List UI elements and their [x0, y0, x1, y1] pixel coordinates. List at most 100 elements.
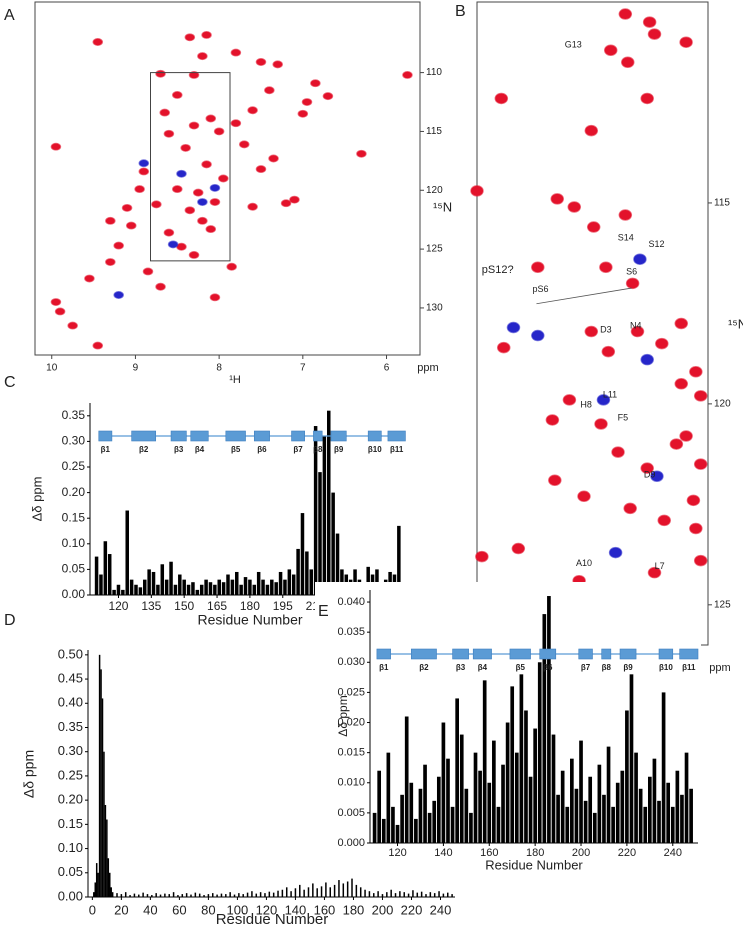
bar: [169, 561, 173, 595]
bar: [533, 728, 537, 843]
bar: [433, 893, 436, 897]
peak: [618, 8, 633, 20]
y-tick-label: 115: [714, 198, 730, 209]
x-tick-label: 135: [141, 599, 161, 613]
bar: [320, 886, 323, 897]
peak-label: G13: [565, 39, 582, 49]
bar: [560, 770, 565, 843]
peak: [54, 307, 66, 316]
bar: [242, 894, 244, 897]
bar: [583, 800, 588, 843]
bar: [542, 614, 547, 843]
y-tick-label: 110: [426, 67, 442, 78]
x-tick-label: 180: [343, 902, 365, 917]
x-tick-label: 200: [372, 902, 394, 917]
x-tick-label: 180: [526, 847, 544, 859]
bar: [146, 894, 149, 897]
peak: [310, 79, 321, 88]
bar: [287, 569, 292, 595]
bar: [281, 889, 284, 897]
bar: [235, 571, 239, 595]
y-axis-label: Δδ ppm: [29, 477, 44, 522]
bar: [404, 716, 409, 843]
bar: [327, 410, 331, 595]
peak: [184, 206, 196, 215]
bar: [164, 893, 166, 897]
peak-label: pS6: [532, 284, 548, 294]
y-tick-label: 0.10: [62, 536, 86, 550]
bar: [597, 764, 602, 843]
bar: [381, 818, 386, 843]
bar: [207, 894, 210, 897]
bar: [675, 770, 680, 843]
x-tick-label: 150: [174, 599, 194, 613]
y-tick-label: 0.00: [58, 888, 83, 903]
peak: [205, 114, 217, 123]
bar: [442, 893, 445, 897]
peak: [213, 127, 225, 136]
x-tick-label: 140: [434, 847, 452, 859]
bar: [198, 893, 201, 897]
bar: [294, 888, 297, 897]
y-tick-label: 0.35: [62, 408, 86, 422]
peak: [218, 174, 229, 183]
x-tick-label: 9: [133, 363, 139, 374]
y-tick-label: 125: [426, 244, 443, 255]
peak: [247, 106, 258, 115]
bar: [377, 770, 382, 843]
x-tick-label: 180: [240, 599, 260, 613]
peak: [264, 86, 275, 95]
beta-strand-label: β7: [581, 663, 591, 672]
bar: [592, 812, 597, 843]
beta-strand-label: β7: [293, 445, 303, 454]
beta-strand-label: β11: [390, 445, 404, 454]
bar: [212, 893, 214, 897]
peak: [584, 124, 599, 137]
x-tick-label: 220: [618, 847, 636, 859]
bar: [372, 812, 377, 843]
bar: [305, 551, 309, 595]
bar: [111, 892, 114, 897]
peak: [531, 329, 545, 342]
x-tick-label: 140: [285, 902, 307, 917]
peak: [669, 438, 684, 450]
beta-strand: [472, 648, 492, 660]
peak: [105, 258, 116, 266]
peak: [548, 474, 562, 486]
bar: [116, 584, 121, 595]
bar: [423, 764, 427, 843]
y-tick-label: 120: [426, 185, 443, 196]
bar: [251, 891, 253, 897]
bar: [684, 752, 689, 843]
x-tick-label: 8: [216, 363, 222, 374]
y-tick-label: 0.015: [337, 747, 365, 759]
peak: [188, 121, 200, 130]
bar: [400, 794, 404, 843]
bar: [303, 889, 305, 897]
beta-strand-label: β10: [659, 663, 673, 672]
peak: [630, 325, 645, 338]
peak: [506, 321, 521, 334]
bar: [441, 722, 446, 843]
peak: [577, 490, 591, 503]
bar: [381, 894, 384, 897]
bar: [501, 764, 505, 843]
peak: [657, 514, 671, 527]
beta-strand-label: β3: [456, 663, 466, 672]
x-tick-label: 220: [401, 902, 423, 917]
peak: [496, 341, 511, 354]
peak: [134, 185, 145, 194]
peak: [674, 317, 689, 330]
y-tick-label: 0.005: [337, 807, 365, 819]
bar: [329, 887, 331, 897]
peak: [142, 267, 154, 276]
bar: [168, 894, 170, 897]
bar: [261, 579, 265, 595]
x-axis-unit: ppm: [417, 362, 438, 374]
bar: [143, 579, 147, 595]
bar: [268, 891, 271, 897]
bar: [94, 882, 97, 897]
peak: [163, 228, 175, 237]
bar: [125, 510, 129, 595]
bar: [514, 752, 519, 843]
